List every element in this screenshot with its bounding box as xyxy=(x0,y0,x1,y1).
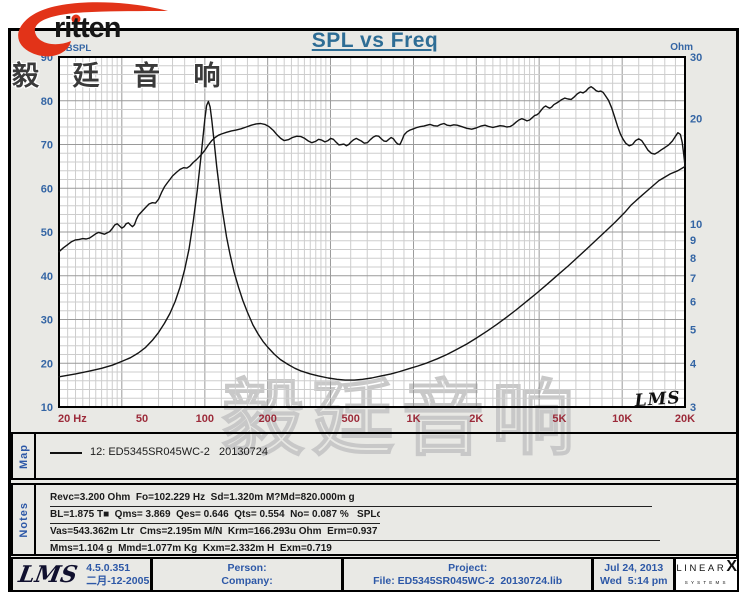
file-label: File: ED5345SR045WC-2 20130724.lib xyxy=(373,574,563,587)
notes-line: Vas=543.362m Ltr Cms=2.195m M/N Krm=166.… xyxy=(50,525,660,541)
brand-name: ritten xyxy=(54,12,121,44)
status-cell-datetime: Jul 24, 2013 Wed 5:14 pm xyxy=(594,559,677,590)
brand-swoosh-icon xyxy=(18,2,168,57)
linearx-logo: LINEAR X SYSTEMS xyxy=(676,559,737,590)
company-label: Company: xyxy=(221,574,273,587)
linearx-name: LINEAR xyxy=(676,563,727,574)
status-cell-version: LMS 4.5.0.351 二月-12-2005 xyxy=(13,559,153,590)
status-bar: LMS 4.5.0.351 二月-12-2005 Person: Company… xyxy=(11,557,739,592)
notes-tab-label: Notes xyxy=(17,501,30,538)
legend-line-sample xyxy=(50,452,82,454)
notes-tab: Notes xyxy=(13,485,36,554)
status-cell-project: Project: File: ED5345SR045WC-2 20130724.… xyxy=(344,559,595,590)
linearx-systems: SYSTEMS xyxy=(684,580,729,585)
linearx-x: X xyxy=(726,558,737,575)
map-panel: Map 12: ED5345SR045WC-2 20130724 xyxy=(11,432,739,480)
map-tab: Map xyxy=(13,434,36,478)
project-label: Project: xyxy=(448,561,488,574)
lms-logo: LMS xyxy=(16,561,80,588)
legend-text: 12: ED5345SR045WC-2 20130724 xyxy=(90,446,268,458)
time-text: Wed 5:14 pm xyxy=(600,574,668,587)
notes-line: Revc=3.200 Ohm Fo=102.229 Hz Sd=1.320m M… xyxy=(50,491,652,507)
date-text: Jul 24, 2013 xyxy=(604,561,664,574)
brand-logo: ritten xyxy=(10,2,190,60)
notes-parameter-lines: Revc=3.200 Ohm Fo=102.229 Hz Sd=1.320m M… xyxy=(36,485,737,558)
chart-title-text: SPL vs Freq xyxy=(311,29,439,52)
person-label: Person: xyxy=(227,561,267,574)
version-number: 4.5.0.351 xyxy=(86,561,131,574)
page-title: SPL vs Freq xyxy=(0,29,750,53)
notes-panel: Notes Revc=3.200 Ohm Fo=102.229 Hz Sd=1.… xyxy=(11,483,739,558)
map-tab-label: Map xyxy=(17,443,30,469)
version-date: 二月-12-2005 xyxy=(86,574,150,587)
status-cell-person: Person: Company: xyxy=(153,559,345,590)
notes-line: BL=1.875 T■ Qms= 3.869 Qes= 0.646 Qts= 0… xyxy=(50,508,380,524)
brand-chinese-name: 毅 廷 音 响 xyxy=(12,61,234,91)
map-legend: 12: ED5345SR045WC-2 20130724 xyxy=(36,434,737,478)
notes-line: Mms=1.104 g Mmd=1.077m Kg Kxm=2.332m H E… xyxy=(50,542,377,558)
